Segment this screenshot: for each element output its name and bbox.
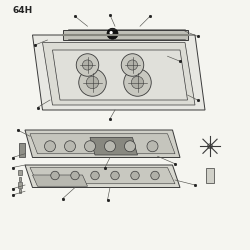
Circle shape [110, 31, 113, 34]
Polygon shape [30, 134, 175, 154]
Circle shape [91, 171, 99, 180]
Circle shape [107, 28, 118, 39]
Circle shape [51, 171, 59, 180]
Circle shape [131, 76, 144, 89]
Bar [18, 170, 22, 175]
Bar [18, 182, 22, 188]
Circle shape [79, 69, 106, 96]
Circle shape [86, 76, 99, 89]
Polygon shape [42, 42, 195, 105]
Circle shape [124, 69, 151, 96]
Circle shape [82, 60, 92, 70]
Circle shape [71, 171, 79, 180]
Circle shape [44, 141, 56, 152]
Circle shape [111, 171, 119, 180]
Circle shape [121, 54, 144, 76]
Circle shape [147, 141, 158, 152]
Polygon shape [25, 130, 180, 158]
Polygon shape [52, 50, 188, 100]
Bar [19, 177, 21, 180]
Polygon shape [62, 30, 188, 40]
Circle shape [124, 141, 136, 152]
Circle shape [128, 60, 138, 70]
Polygon shape [90, 138, 138, 155]
Circle shape [151, 171, 159, 180]
Circle shape [64, 141, 76, 152]
Bar [19, 190, 21, 193]
Polygon shape [32, 175, 88, 186]
Circle shape [208, 144, 212, 149]
Text: 64H: 64H [12, 6, 33, 15]
Circle shape [76, 54, 99, 76]
Polygon shape [32, 35, 205, 110]
Polygon shape [19, 143, 25, 157]
Polygon shape [30, 168, 175, 184]
Polygon shape [25, 165, 180, 188]
Circle shape [131, 171, 139, 180]
Circle shape [104, 141, 116, 152]
Bar [206, 168, 214, 182]
Circle shape [84, 141, 96, 152]
